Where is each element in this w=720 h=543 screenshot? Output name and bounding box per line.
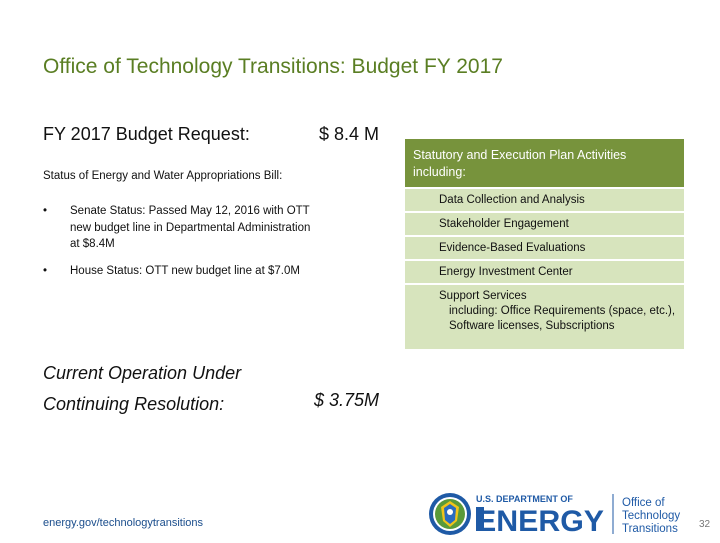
doe-seal-icon [429, 493, 471, 535]
doe-oftt-logo: U.S. DEPARTMENT OF ENERGY Office of Tech… [428, 490, 690, 543]
activities-table: Statutory and Execution Plan Activities … [405, 139, 684, 349]
activities-table-header: Statutory and Execution Plan Activities … [405, 139, 684, 187]
activity-row: Data Collection and Analysis [405, 187, 684, 211]
support-services-detail: including: Office Requirements (space, e… [449, 305, 676, 332]
footer-url-link[interactable]: energy.gov/technologytransitions [43, 517, 204, 529]
activity-row: Energy Investment Center [405, 259, 684, 283]
support-services-title: Support Services [439, 290, 527, 302]
slide-title: Office of Technology Transitions: Budget… [43, 55, 503, 78]
logo-dept-text: U.S. DEPARTMENT OF [476, 494, 573, 504]
doe-logo-graphic: U.S. DEPARTMENT OF ENERGY Office of Tech… [429, 493, 680, 538]
bullet-house-status: • House Status: OTT new budget line at $… [43, 263, 313, 280]
logo-energy-text: ENERGY [476, 505, 604, 538]
activity-row: Stakeholder Engagement [405, 211, 684, 235]
page-number: 32 [699, 519, 711, 530]
continuing-resolution-label: Current Operation Under Continuing Resol… [43, 358, 303, 420]
activity-row-support-services: Support Services including: Office Requi… [405, 283, 684, 349]
activity-row: Evidence-Based Evaluations [405, 235, 684, 259]
bullet-text: Senate Status: Passed May 12, 2016 with … [70, 205, 311, 250]
logo-office-line-3: Transitions [622, 523, 678, 535]
continuing-resolution-value: $ 3.75M [314, 390, 380, 410]
bullet-marker: • [43, 264, 48, 277]
bullet-marker: • [43, 205, 48, 217]
logo-office-line-1: Office of [622, 497, 665, 509]
cr-label-line-2: Continuing Resolution: [43, 394, 225, 414]
bullet-senate-status: • Senate Status: Passed May 12, 2016 wit… [43, 203, 313, 253]
status-bullet-list: • Senate Status: Passed May 12, 2016 wit… [43, 203, 313, 289]
bullet-text: House Status: OTT new budget line at $7.… [70, 264, 300, 277]
appropriations-status-heading: Status of Energy and Water Appropriation… [43, 170, 283, 182]
cr-label-line-1: Current Operation Under [43, 363, 242, 383]
logo-office-line-2: Technology [622, 510, 680, 522]
budget-request-value: $ 8.4 M [319, 124, 380, 144]
budget-request-label: FY 2017 Budget Request: [43, 124, 250, 144]
